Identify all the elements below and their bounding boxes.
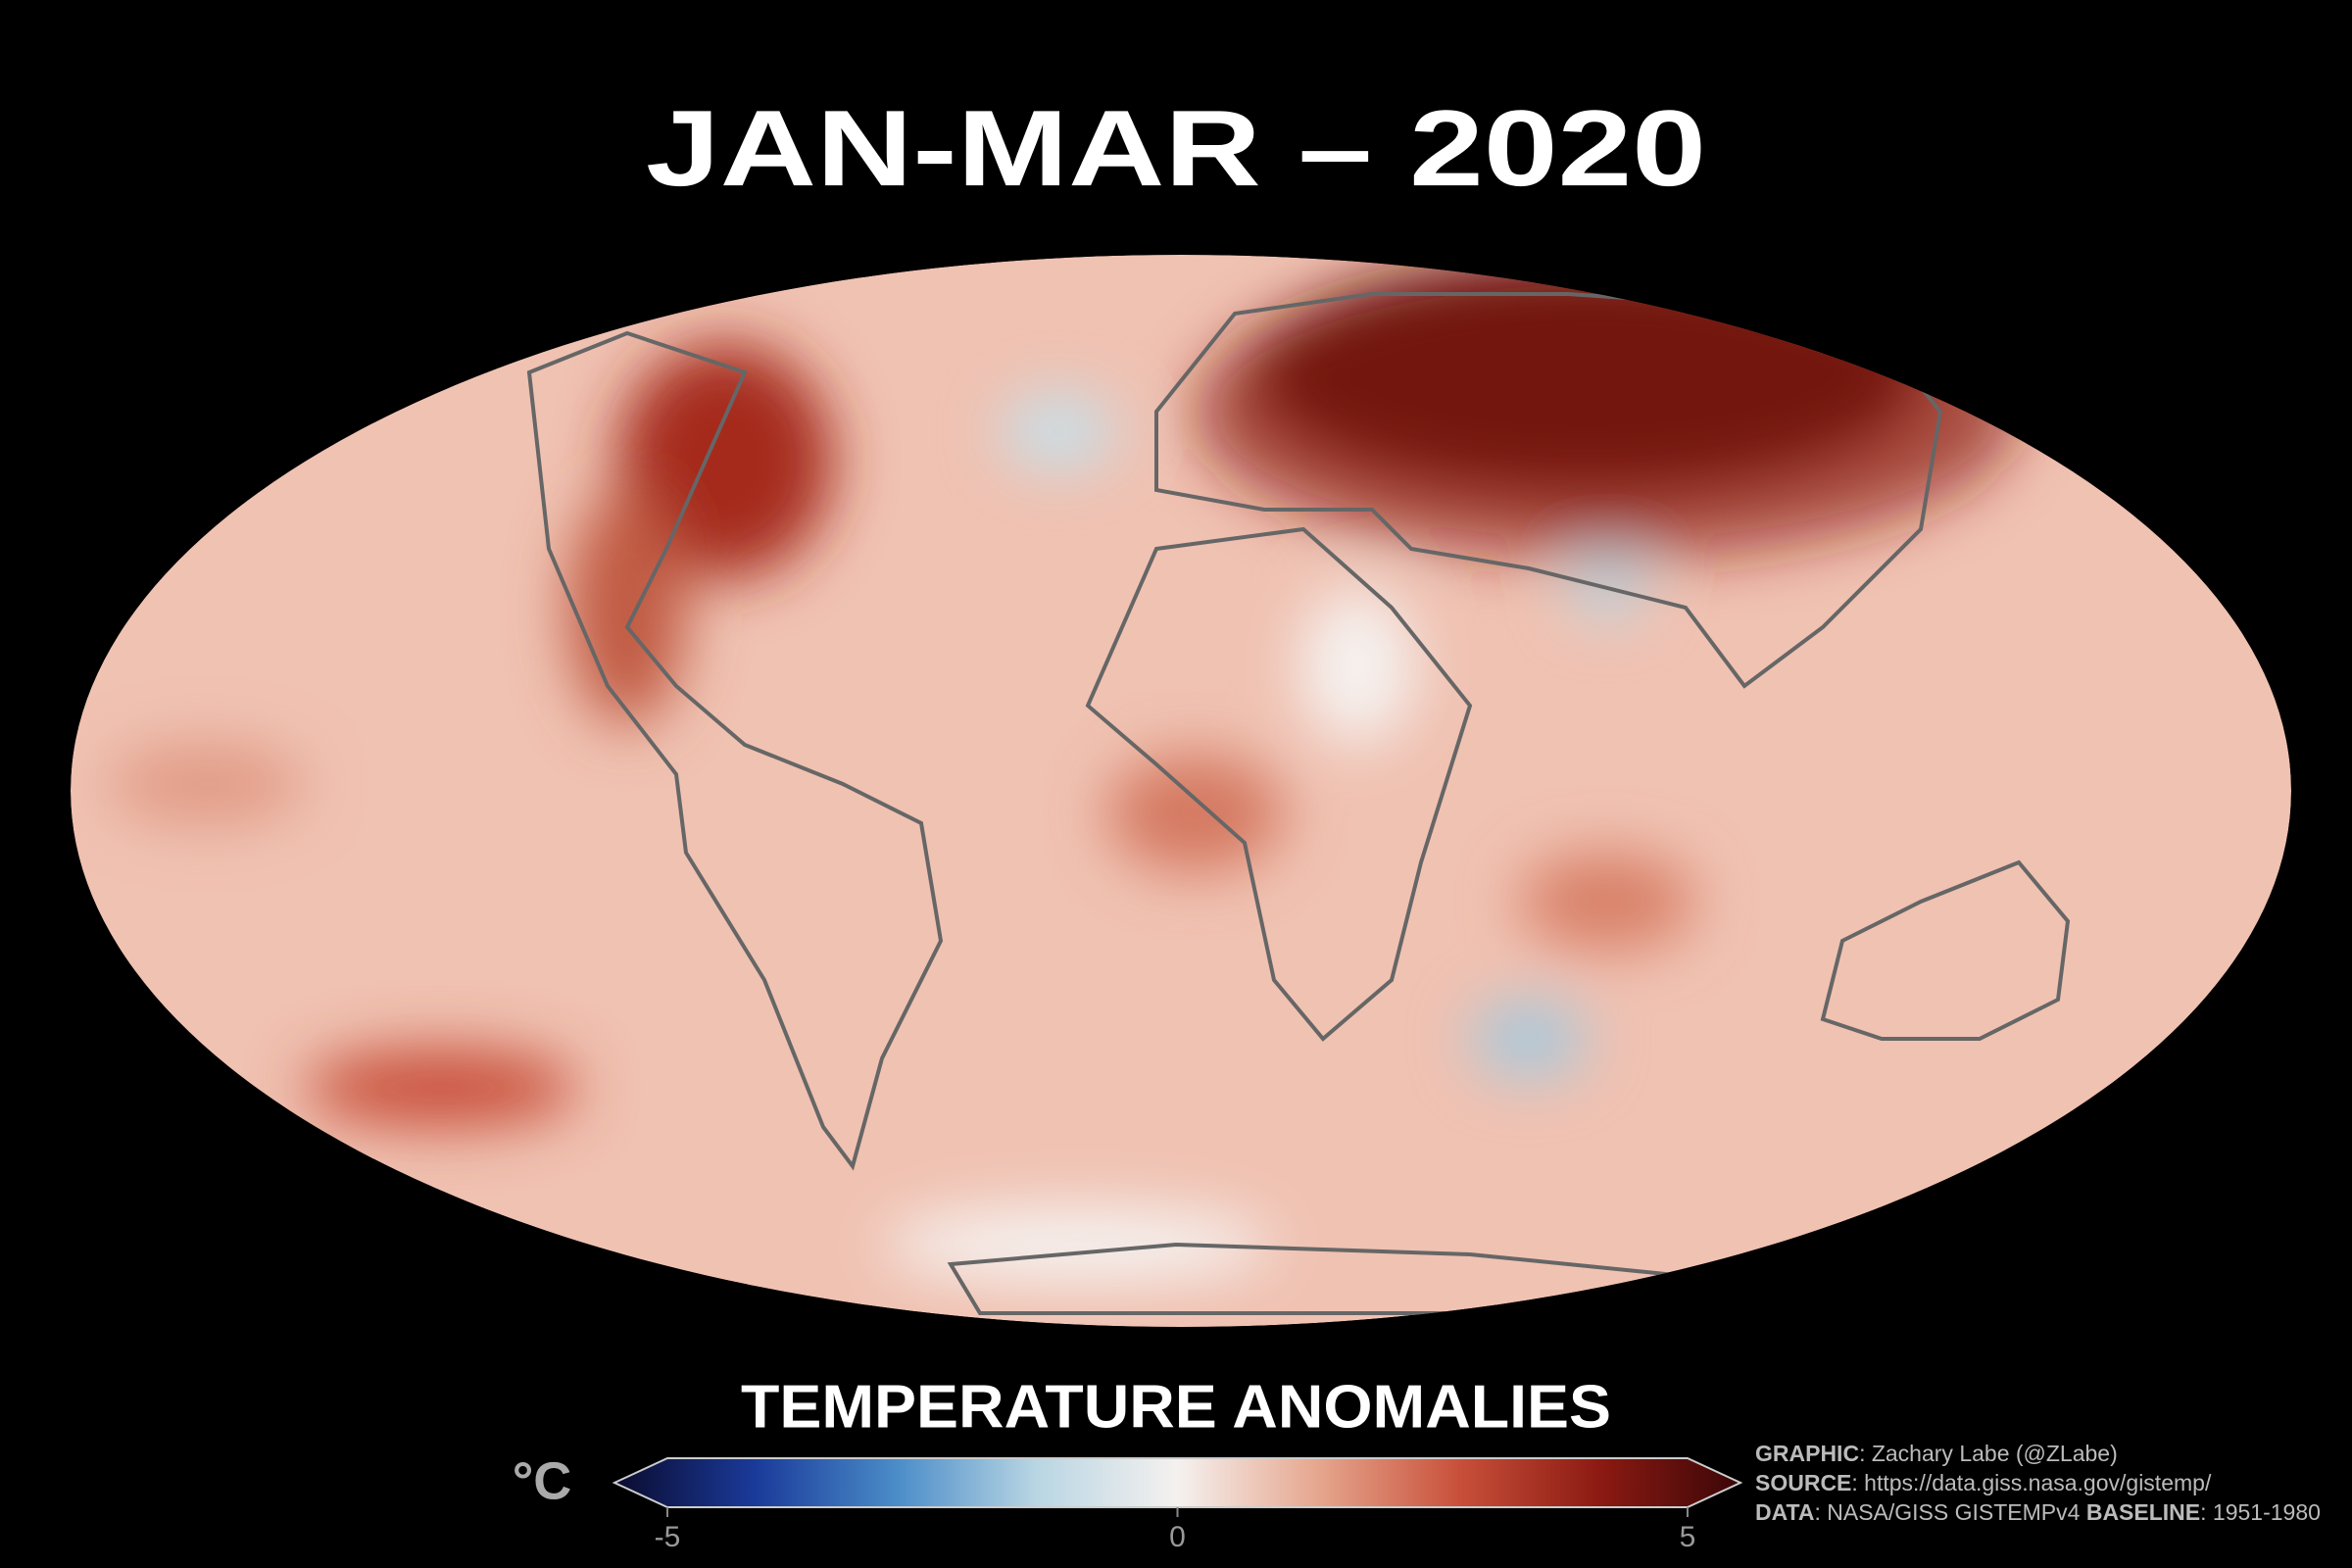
title: JAN-MAR – 2020 — [646, 88, 1706, 209]
colorbar — [612, 1457, 1743, 1508]
map — [71, 255, 2291, 1327]
credit-line: DATA: NASA/GISS GISTEMPv4 BASELINE: 1951… — [1755, 1499, 2321, 1525]
credit-line: GRAPHIC: Zachary Labe (@ZLabe) — [1755, 1441, 2118, 1466]
credit-text: : https://data.giss.nasa.gov/gistemp/ — [1851, 1470, 2212, 1495]
credit-label: SOURCE — [1755, 1470, 1851, 1495]
credit-text: : NASA/GISS GISTEMPv4 — [1814, 1499, 2085, 1525]
colorbar-tick-label: 0 — [1169, 1521, 1186, 1553]
legend-title: TEMPERATURE ANOMALIES — [741, 1373, 1611, 1441]
colorbar-tick-label: 5 — [1680, 1521, 1696, 1553]
credit-label: BASELINE — [2086, 1499, 2200, 1525]
credit-text: : 1951-1980 — [2200, 1499, 2321, 1525]
credit-text: : Zachary Labe (@ZLabe) — [1859, 1441, 2118, 1466]
colorbar-tick-label: -5 — [655, 1521, 681, 1553]
credits: GRAPHIC: Zachary Labe (@ZLabe) SOURCE: ht… — [1755, 1441, 2321, 1525]
credit-label: GRAPHIC — [1755, 1441, 1859, 1466]
legend-unit: °C — [513, 1451, 572, 1510]
credit-label: DATA — [1755, 1499, 1814, 1525]
credit-line: SOURCE: https://data.giss.nasa.gov/giste… — [1755, 1470, 2212, 1495]
